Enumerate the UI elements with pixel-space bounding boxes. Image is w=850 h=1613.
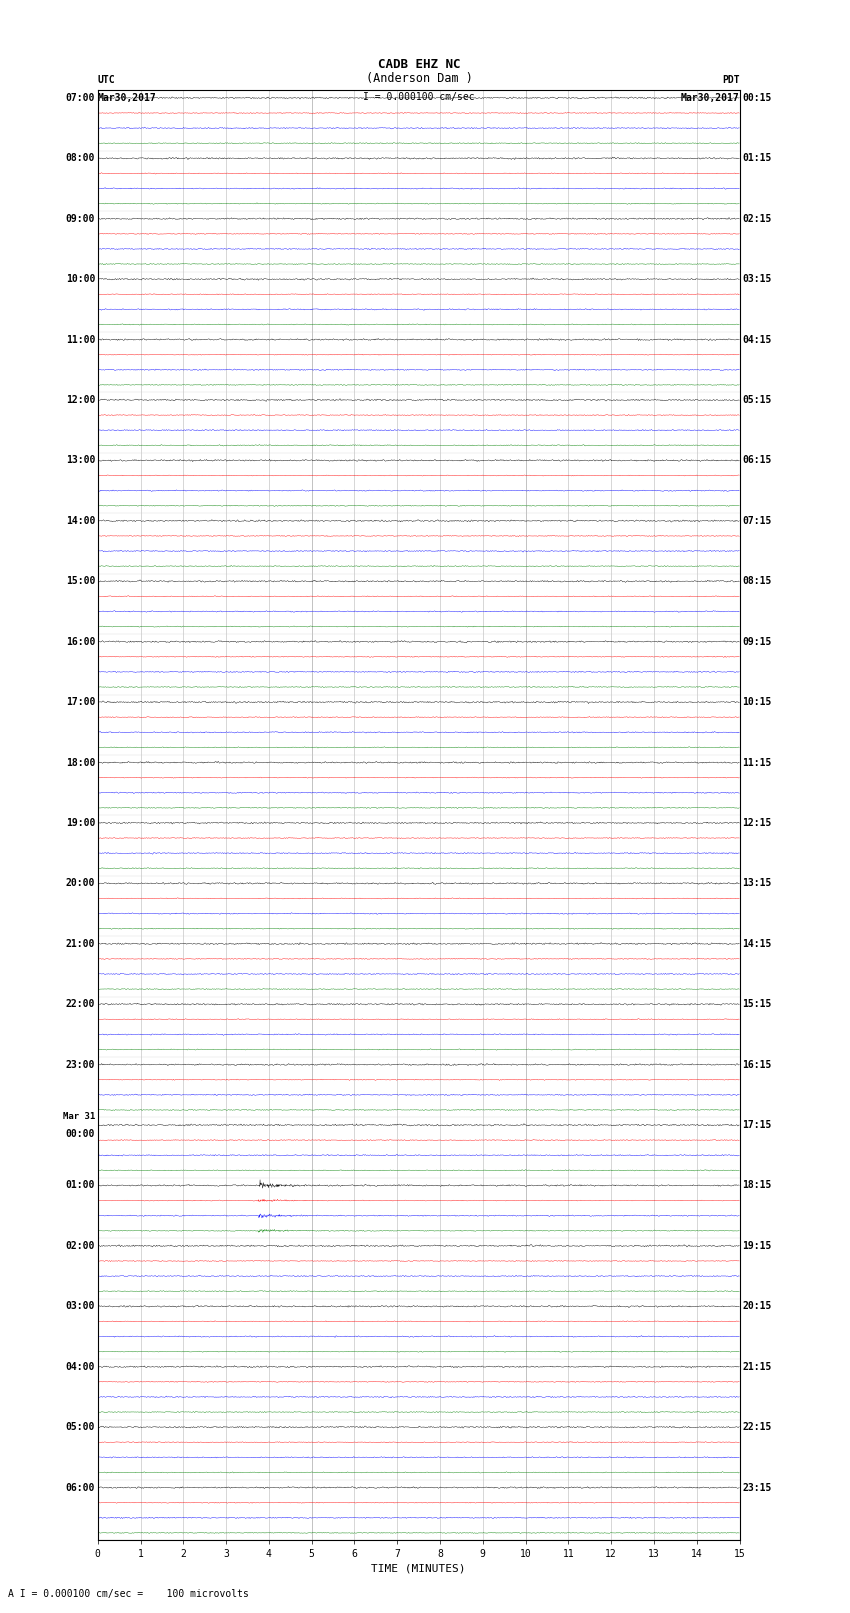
Text: 07:15: 07:15 [742,516,772,526]
Text: 12:00: 12:00 [65,395,95,405]
Text: UTC: UTC [98,76,116,85]
Text: 09:15: 09:15 [742,637,772,647]
Text: 08:15: 08:15 [742,576,772,586]
Text: 03:00: 03:00 [65,1302,95,1311]
Text: 10:15: 10:15 [742,697,772,706]
Text: 01:15: 01:15 [742,153,772,163]
Text: 19:00: 19:00 [65,818,95,827]
Text: 08:00: 08:00 [65,153,95,163]
Text: 00:15: 00:15 [742,94,772,103]
Text: 23:15: 23:15 [742,1482,772,1492]
Text: 03:15: 03:15 [742,274,772,284]
Text: 09:00: 09:00 [65,213,95,224]
Text: 07:00: 07:00 [65,94,95,103]
Text: 21:15: 21:15 [742,1361,772,1371]
Text: 18:00: 18:00 [65,758,95,768]
Text: 10:00: 10:00 [65,274,95,284]
Text: 21:00: 21:00 [65,939,95,948]
Text: 16:15: 16:15 [742,1060,772,1069]
Text: Mar30,2017: Mar30,2017 [681,94,740,103]
Text: 04:15: 04:15 [742,334,772,345]
Text: 02:15: 02:15 [742,213,772,224]
Text: CADB EHZ NC: CADB EHZ NC [377,58,461,71]
Text: 14:15: 14:15 [742,939,772,948]
Text: 15:00: 15:00 [65,576,95,586]
Text: 06:15: 06:15 [742,455,772,466]
Text: 04:00: 04:00 [65,1361,95,1371]
Text: 13:15: 13:15 [742,879,772,889]
Text: 16:00: 16:00 [65,637,95,647]
Text: 14:00: 14:00 [65,516,95,526]
Text: 22:00: 22:00 [65,998,95,1010]
Text: 12:15: 12:15 [742,818,772,827]
Text: 20:15: 20:15 [742,1302,772,1311]
Text: 23:00: 23:00 [65,1060,95,1069]
Text: (Anderson Dam ): (Anderson Dam ) [366,73,473,85]
Text: 11:15: 11:15 [742,758,772,768]
Text: I = 0.000100 cm/sec: I = 0.000100 cm/sec [363,92,475,102]
Text: 00:00: 00:00 [65,1129,95,1139]
Text: 20:00: 20:00 [65,879,95,889]
Text: 22:15: 22:15 [742,1423,772,1432]
Text: 02:00: 02:00 [65,1240,95,1250]
Text: Mar 31: Mar 31 [63,1111,95,1121]
Text: 19:15: 19:15 [742,1240,772,1250]
Text: Mar30,2017: Mar30,2017 [98,94,156,103]
Text: 17:15: 17:15 [742,1119,772,1131]
Text: 15:15: 15:15 [742,998,772,1010]
X-axis label: TIME (MINUTES): TIME (MINUTES) [371,1563,466,1574]
Text: 13:00: 13:00 [65,455,95,466]
Text: 05:15: 05:15 [742,395,772,405]
Text: 05:00: 05:00 [65,1423,95,1432]
Text: PDT: PDT [722,76,740,85]
Text: 06:00: 06:00 [65,1482,95,1492]
Text: 17:00: 17:00 [65,697,95,706]
Text: 11:00: 11:00 [65,334,95,345]
Text: 18:15: 18:15 [742,1181,772,1190]
Text: A I = 0.000100 cm/sec =    100 microvolts: A I = 0.000100 cm/sec = 100 microvolts [8,1589,249,1598]
Text: 01:00: 01:00 [65,1181,95,1190]
